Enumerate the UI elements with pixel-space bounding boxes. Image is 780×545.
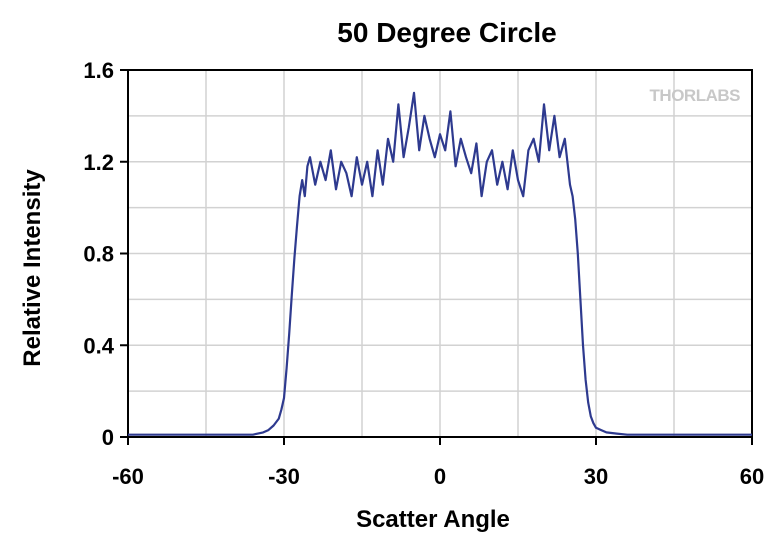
y-axis-label: Relative Intensity	[19, 169, 46, 367]
x-tick-label: 0	[434, 464, 446, 489]
x-axis-label: Scatter Angle	[356, 506, 510, 533]
y-tick-label: 0.4	[83, 333, 114, 358]
series-line	[128, 91, 752, 436]
y-tick-label: 0.8	[83, 242, 114, 267]
chart-title: 50 Degree Circle	[337, 17, 556, 48]
x-tick-label: 30	[584, 464, 608, 489]
thorlabs-watermark: THORLABS	[650, 86, 741, 105]
grid-lines	[128, 70, 752, 437]
x-tick-label: -60	[112, 464, 144, 489]
y-tick-label: 0	[102, 425, 114, 450]
y-tick-label: 1.6	[83, 58, 114, 83]
tick-marks	[120, 69, 753, 445]
y-tick-label: 1.2	[83, 150, 114, 175]
x-tick-label: -30	[268, 464, 300, 489]
x-tick-labels: -60 -30 0 30 60	[112, 464, 764, 489]
y-tick-labels: 0 0.4 0.8 1.2 1.6	[83, 58, 114, 450]
x-tick-label: 60	[740, 464, 764, 489]
